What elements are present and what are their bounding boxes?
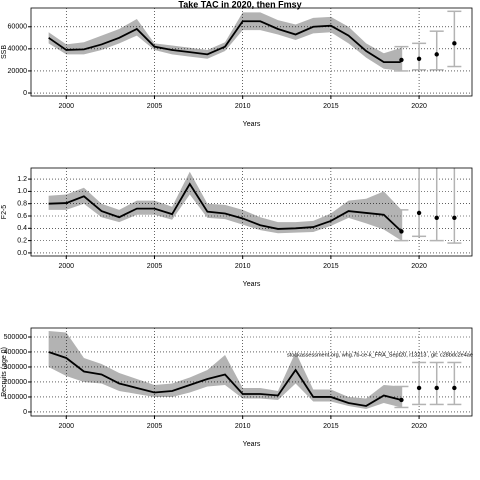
x-tick-label: 2015 [323, 423, 339, 430]
y-tick-label: 0.8 [17, 201, 27, 208]
x-axis-label: Years [243, 281, 261, 288]
median-line [48, 20, 402, 64]
x-tick-label: 2015 [323, 103, 339, 110]
y-tick-label: 1.0 [17, 188, 27, 195]
projection-point [434, 385, 439, 391]
confidence-band [48, 330, 402, 409]
y-tick-label: 500000 [4, 334, 27, 341]
projection-point [399, 57, 404, 63]
x-tick-label: 2000 [58, 423, 74, 430]
y-axis-label: F2-5 [1, 205, 8, 220]
projection-point [416, 385, 422, 391]
x-tick-label: 2020 [411, 103, 427, 110]
median-line [48, 182, 403, 233]
projection-point [452, 41, 457, 46]
y-axis-label: SSB [1, 45, 8, 59]
plot-frame [30, 7, 473, 97]
y-tick-label: 400000 [4, 349, 27, 356]
x-tick-label: 2005 [147, 423, 163, 430]
plot-area [31, 328, 472, 416]
confidence-band [48, 171, 402, 241]
plot-frame [30, 167, 473, 257]
annotation: stockassessment.org, whg.7b-ce-k_FRA_Sep… [287, 352, 473, 358]
projection-point [434, 52, 439, 57]
plot-area [31, 8, 472, 96]
projection-point [434, 215, 439, 221]
figure-title: Take TAC in 2020, then Fmsy [178, 0, 301, 9]
x-axis-label: Years [243, 441, 261, 448]
x-tick-label: 2020 [411, 423, 427, 430]
x-tick-label: 2000 [58, 263, 74, 270]
y-tick-label: 100000 [4, 394, 27, 401]
y-tick-label: 0.6 [17, 213, 27, 220]
y-tick-label: 40000 [8, 46, 28, 53]
x-tick-label: 2005 [147, 103, 163, 110]
x-tick-label: 2010 [235, 263, 251, 270]
y-tick-label: 300000 [4, 364, 27, 371]
y-axis-label: Recruits (age 0) [1, 347, 8, 397]
y-tick-label: 200000 [4, 379, 27, 386]
projection-point [452, 385, 457, 391]
y-tick-label: 0.4 [17, 225, 27, 232]
y-tick-label: 0 [23, 409, 27, 416]
x-tick-label: 2010 [235, 423, 251, 430]
y-tick-label: 20000 [8, 68, 28, 75]
projection-point [399, 397, 404, 403]
x-tick-label: 2005 [147, 263, 163, 270]
x-tick-label: 2020 [411, 263, 427, 270]
plot-area [31, 168, 472, 256]
median-line [48, 351, 402, 407]
y-tick-label: 0 [23, 90, 27, 97]
y-tick-label: 0.2 [17, 237, 27, 244]
confidence-band [48, 12, 402, 71]
projection-point [399, 229, 404, 234]
x-axis-label: Years [243, 121, 261, 128]
x-tick-label: 2015 [323, 263, 339, 270]
y-tick-label: 0.0 [17, 250, 27, 257]
y-tick-label: 60000 [8, 24, 28, 31]
projection-point [416, 56, 422, 61]
y-tick-label: 1.2 [17, 176, 27, 183]
x-tick-label: 2010 [235, 103, 251, 110]
plot-frame [30, 327, 473, 417]
projection-point [416, 210, 422, 216]
x-tick-label: 2000 [58, 103, 74, 110]
projection-point [452, 215, 457, 221]
